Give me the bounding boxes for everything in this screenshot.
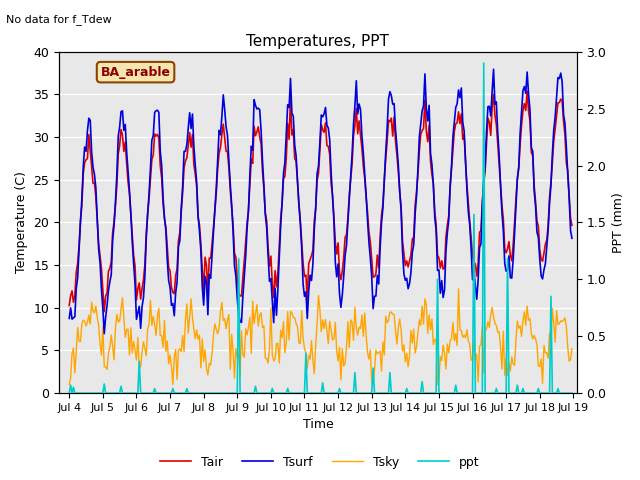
- ppt: [241, 390, 248, 396]
- Tair: [216, 145, 224, 151]
- Tsky: [232, 346, 240, 352]
- Tsurf: [287, 75, 294, 81]
- Tair: [129, 233, 136, 239]
- Tsky: [215, 325, 223, 331]
- Tsky: [541, 350, 549, 356]
- ppt: [215, 390, 223, 396]
- Tair: [65, 303, 73, 309]
- Tair: [100, 309, 108, 314]
- Tsky: [285, 337, 293, 343]
- Tsurf: [100, 331, 108, 336]
- Tair: [287, 96, 294, 102]
- Y-axis label: PPT (mm): PPT (mm): [612, 192, 625, 253]
- Line: Tsurf: Tsurf: [69, 69, 572, 334]
- Text: No data for f_Tdew: No data for f_Tdew: [6, 14, 112, 25]
- Tair: [543, 238, 550, 243]
- ppt: [65, 390, 73, 396]
- Tsurf: [234, 296, 241, 301]
- Tsky: [454, 286, 462, 292]
- Text: BA_arable: BA_arable: [100, 66, 170, 79]
- ppt: [541, 390, 549, 396]
- Line: Tsky: Tsky: [69, 289, 572, 384]
- Tsurf: [490, 66, 497, 72]
- Tsurf: [242, 253, 250, 259]
- Tair: [568, 222, 576, 228]
- Tair: [234, 276, 241, 282]
- ppt: [127, 390, 134, 396]
- Tsurf: [568, 235, 576, 241]
- Line: Tair: Tair: [69, 91, 572, 312]
- Tsky: [127, 325, 134, 331]
- ppt: [568, 390, 576, 396]
- Tsurf: [543, 244, 550, 250]
- Y-axis label: Temperature (C): Temperature (C): [15, 171, 28, 274]
- ppt: [480, 60, 488, 66]
- ppt: [285, 390, 293, 396]
- ppt: [232, 390, 240, 396]
- Tsurf: [65, 315, 73, 321]
- Tsurf: [216, 132, 224, 138]
- Legend: Tair, Tsurf, Tsky, ppt: Tair, Tsurf, Tsky, ppt: [155, 451, 485, 474]
- Tsky: [65, 382, 73, 387]
- Tsky: [568, 346, 576, 352]
- Tair: [242, 240, 250, 246]
- Line: ppt: ppt: [69, 63, 572, 393]
- Tsky: [241, 354, 248, 360]
- X-axis label: Time: Time: [303, 419, 333, 432]
- Tair: [524, 88, 531, 94]
- Title: Temperatures, PPT: Temperatures, PPT: [246, 34, 389, 49]
- Tsurf: [129, 239, 136, 244]
